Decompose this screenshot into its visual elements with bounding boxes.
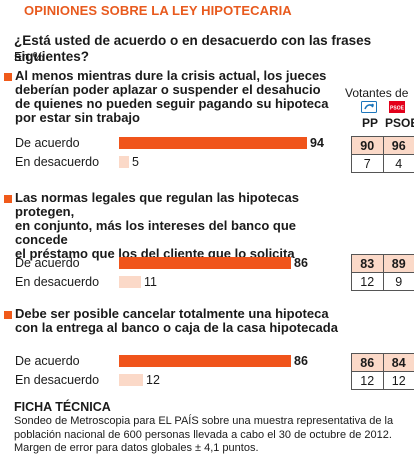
- party-row-agree: 86 84: [352, 354, 414, 371]
- party-label-pp: PP: [362, 116, 379, 130]
- psoe-logo-icon: PSOE: [389, 101, 405, 113]
- bar-value-agree: 94: [310, 136, 324, 150]
- pp-value: 12: [360, 373, 375, 388]
- party-label-psoe: PSOE: [385, 116, 414, 130]
- row-label-agree: De acuerdo: [15, 256, 80, 270]
- bar-agree: [119, 137, 307, 149]
- ficha-tecnica-title: FICHA TÉCNICA: [14, 400, 111, 414]
- bullet-icon: [4, 311, 12, 319]
- row-label-disagree: En desacuerdo: [15, 155, 100, 169]
- party-row-disagree: 12 9: [352, 272, 414, 290]
- psoe-value: 9: [382, 273, 414, 290]
- party-row-agree: 83 89: [352, 255, 414, 272]
- psoe-value: 12: [382, 372, 414, 389]
- row-label-agree: De acuerdo: [15, 136, 80, 150]
- row-label-disagree: En desacuerdo: [15, 373, 100, 387]
- psoe-value: 84: [382, 354, 414, 371]
- pp-value: 7: [363, 156, 371, 171]
- psoe-value: 89: [382, 255, 414, 272]
- psoe-value: 96: [382, 137, 414, 154]
- party-table-2: 83 89 12 9: [351, 254, 414, 291]
- bar-value-disagree: 12: [146, 373, 160, 387]
- party-row-disagree: 12 12: [352, 371, 414, 389]
- party-table-1: 90 96 7 4: [351, 136, 414, 173]
- statement-text: Las normas legales que regulan las hipot…: [15, 190, 299, 261]
- bullet-icon: [4, 73, 12, 81]
- bar-value-agree: 86: [294, 354, 308, 368]
- survey-question: ¿Está usted de acuerdo o en desacuerdo c…: [14, 33, 372, 64]
- votantes-label: Votantes de: [345, 86, 409, 100]
- party-row-agree: 90 96: [352, 137, 414, 154]
- unit-label: En %: [14, 50, 44, 64]
- statement-2: Las normas legales que regulan las hipot…: [4, 191, 344, 261]
- page-title: OPINIONES SOBRE LA LEY HIPOTECARIA: [24, 3, 292, 18]
- statement-text: Al menos mientras dure la crisis actual,…: [15, 68, 329, 125]
- bar-agree: [119, 355, 291, 367]
- pp-value: 86: [360, 355, 375, 370]
- row-label-disagree: En desacuerdo: [15, 275, 100, 289]
- bar-value-disagree: 5: [132, 155, 139, 169]
- bar-disagree: [119, 374, 143, 386]
- bar-value-agree: 86: [294, 256, 308, 270]
- statement-1: Al menos mientras dure la crisis actual,…: [4, 69, 344, 125]
- bar-agree: [119, 257, 291, 269]
- bar-disagree: [119, 156, 129, 168]
- party-table-3: 86 84 12 12: [351, 353, 414, 390]
- bullet-icon: [4, 195, 12, 203]
- svg-text:PSOE: PSOE: [390, 106, 405, 112]
- row-label-agree: De acuerdo: [15, 354, 80, 368]
- bar-value-disagree: 11: [144, 275, 157, 289]
- bar-disagree: [119, 276, 141, 288]
- psoe-value: 4: [382, 155, 414, 172]
- pp-logo-icon: [361, 101, 377, 113]
- ficha-tecnica-text: Sondeo de Metroscopia para EL PAÍS sobre…: [14, 415, 394, 454]
- statement-text: Debe ser posible cancelar totalmente una…: [15, 306, 338, 335]
- statement-3: Debe ser posible cancelar totalmente una…: [4, 307, 344, 335]
- pp-value: 90: [360, 138, 375, 153]
- pp-value: 12: [360, 274, 375, 289]
- pp-value: 83: [360, 256, 375, 271]
